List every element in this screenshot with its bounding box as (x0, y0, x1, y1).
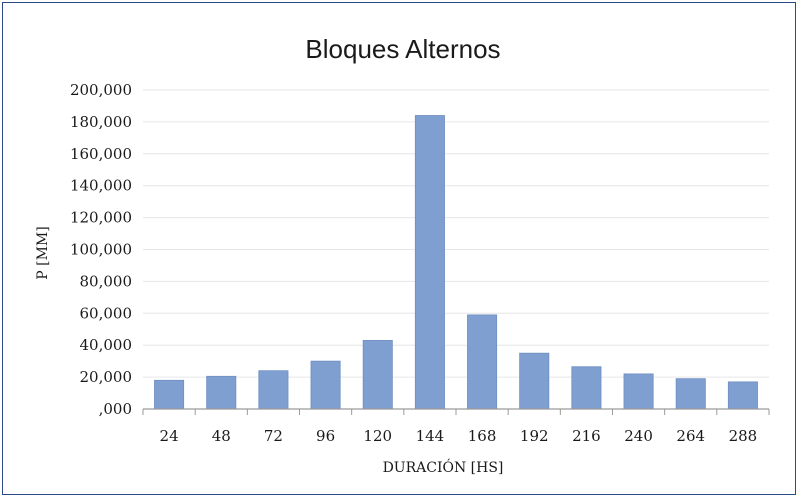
x-tick-label: 168 (468, 427, 497, 445)
y-tick-label: 120,000 (70, 209, 132, 227)
y-tick-label: 80,000 (80, 272, 133, 290)
bar (519, 352, 550, 410)
chart-title: Bloques Alternos (305, 34, 500, 64)
gridlines (143, 89, 769, 378)
bar (154, 379, 185, 410)
axes (142, 408, 770, 415)
y-tick-label: 20,000 (80, 368, 133, 386)
x-tick-label: 96 (316, 427, 335, 445)
x-tick-label: 288 (729, 427, 758, 445)
y-tick-label: 100,000 (70, 241, 132, 259)
x-tick-label: 72 (264, 427, 283, 445)
bar (362, 340, 393, 410)
x-tick-label: 144 (416, 427, 445, 445)
x-tick-label: 216 (572, 427, 601, 445)
bar (467, 314, 498, 410)
y-tick-label: 140,000 (70, 177, 132, 195)
y-tick-label: ,000 (99, 400, 132, 418)
x-tick-labels: 24 48 72 96 120 144 168 192 216 240 264 288 (160, 427, 758, 445)
y-tick-label: 200,000 (70, 81, 132, 99)
bar (414, 115, 445, 410)
x-tick-label: 240 (624, 427, 653, 445)
bar (310, 360, 341, 410)
x-tick-label: 24 (160, 427, 179, 445)
bar-chart: Bloques Alternos ,000 20,000 40,000 60,000 8… (35, 34, 770, 476)
bar (571, 366, 602, 410)
bars (154, 115, 758, 410)
y-tick-label: 40,000 (80, 336, 133, 354)
bar (675, 378, 706, 410)
x-axis-label: DURACIÓN [HS] (383, 458, 504, 476)
y-tick-label: 180,000 (70, 113, 132, 131)
x-tick-label: 48 (212, 427, 231, 445)
y-tick-labels: ,000 20,000 40,000 60,000 80,000 100,000 120,0… (70, 81, 132, 418)
bar (623, 373, 654, 410)
y-tick-label: 160,000 (70, 145, 132, 163)
bar (206, 375, 237, 410)
bar (727, 381, 758, 410)
bar (258, 370, 289, 410)
x-tick-label: 120 (363, 427, 392, 445)
x-tick-label: 192 (520, 427, 549, 445)
x-tick-label: 264 (676, 427, 705, 445)
y-tick-label: 60,000 (80, 304, 133, 322)
y-axis-label: P [MM] (35, 226, 51, 279)
